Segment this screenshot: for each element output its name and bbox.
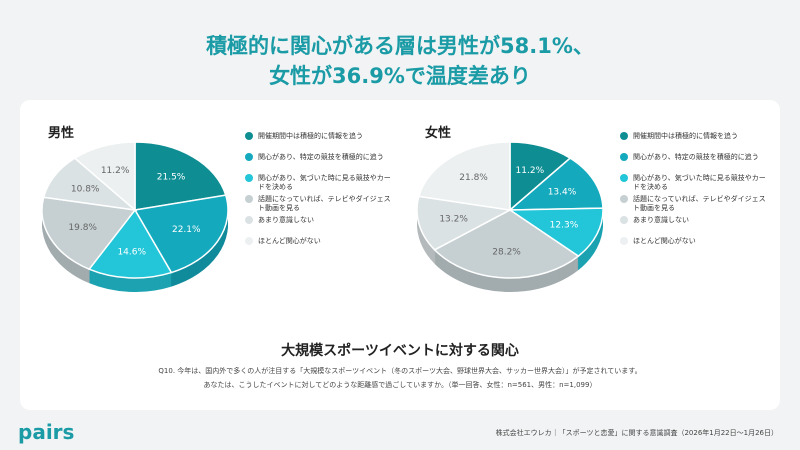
source: 株式会社エウレカ｜「スポーツと恋愛」に関する意識調査（2026年1月22日〜1月… <box>495 429 778 437</box>
data-label: 28.2% <box>492 248 521 258</box>
data-label: 12.3% <box>550 220 579 230</box>
data-label: 21.5% <box>157 173 186 183</box>
legend-swatch <box>620 195 628 203</box>
legend-swatch <box>620 132 628 140</box>
legend-item: 関心があり、気づいた時に見る競技やカードを決める <box>620 174 770 192</box>
title: 女性が36.9%で温度差あり <box>269 64 531 88</box>
chart-title: 女性 <box>425 126 452 141</box>
pie-slice <box>509 141 572 212</box>
legend-swatch <box>620 216 628 224</box>
pie-slice <box>41 196 137 271</box>
legend-swatch <box>245 153 253 161</box>
legend-item: あまり意識しない <box>620 216 770 234</box>
data-label: 13.4% <box>548 187 577 197</box>
data-label: 14.6% <box>117 248 146 258</box>
pie-slice <box>73 141 136 212</box>
pie-slice <box>416 195 513 251</box>
legend-label: 開催期間中は積極的に情報を追う <box>633 132 738 140</box>
legend-label: あまり意識しない <box>633 216 689 224</box>
legend-label: ほとんど関心がない <box>258 237 321 245</box>
legend-swatch <box>620 153 628 161</box>
logo: pairs <box>18 420 75 444</box>
legend-swatch <box>245 195 253 203</box>
data-label: 22.1% <box>172 225 201 235</box>
subtitle: 大規模スポーツイベントに対する関心 <box>281 343 519 359</box>
legend-item: 関心があり、特定の競技を積極的に追う <box>245 153 395 171</box>
legend-item: 関心があり、特定の競技を積極的に追う <box>620 153 770 171</box>
legend-label: 関心があり、気づいた時に見る競技やカードを決める <box>633 174 766 191</box>
legend-item: 話題になっていれば、テレビやダイジェスト動画を見る <box>245 195 395 213</box>
legend-item: ほとんど関心がない <box>620 237 770 255</box>
legend-item: あまり意識しない <box>245 216 395 234</box>
legend-item: 話題になっていれば、テレビやダイジェスト動画を見る <box>620 195 770 213</box>
data-label: 13.2% <box>439 214 468 224</box>
legend-swatch <box>245 216 253 224</box>
legend-swatch <box>620 237 628 245</box>
pie-slice <box>133 194 229 274</box>
legend: 開催期間中は積極的に情報を追う関心があり、特定の競技を積極的に追う関心があり、気… <box>245 132 395 258</box>
legend-swatch <box>245 132 253 140</box>
chart-title: 男性 <box>48 126 75 141</box>
data-label: 19.8% <box>68 223 97 233</box>
pie-slice <box>507 207 604 258</box>
data-label: 11.2% <box>101 166 130 176</box>
legend-item: ほとんど関心がない <box>245 237 395 255</box>
legend-item: 開催期間中は積極的に情報を追う <box>620 132 770 150</box>
legend-swatch <box>245 237 253 245</box>
title: 積極的に関心がある層は男性が58.1%、 <box>206 34 594 58</box>
pie-slice <box>417 141 511 211</box>
legend-item: 開催期間中は積極的に情報を追う <box>245 132 395 150</box>
question: Q10. 今年は、国内外で多くの人が注目する「大規模なスポーツイベント（冬のスポ… <box>158 367 642 375</box>
legend-swatch <box>620 174 628 182</box>
legend: 開催期間中は積極的に情報を追う関心があり、特定の競技を積極的に追う関心があり、気… <box>620 132 770 258</box>
data-label: 11.2% <box>516 166 545 176</box>
legend-swatch <box>245 174 253 182</box>
legend-label: あまり意識しない <box>258 216 314 224</box>
legend-label: ほとんど関心がない <box>633 237 696 245</box>
legend-label: 関心があり、特定の競技を積極的に追う <box>258 153 384 161</box>
legend-label: 関心があり、気づいた時に見る競技やカードを決める <box>258 174 391 191</box>
pie-slice <box>87 208 173 279</box>
legend-label: 話題になっていれば、テレビやダイジェスト動画を見る <box>258 195 391 212</box>
pie-slice <box>134 141 227 211</box>
data-label: 21.8% <box>459 173 488 183</box>
data-label: 10.8% <box>71 184 100 194</box>
question: あなたは、こうしたイベントに対してどのような距離感で過ごしていますか。（単一回答… <box>203 381 597 389</box>
legend-label: 開催期間中は積極的に情報を追う <box>258 132 363 140</box>
pie-slice <box>507 157 604 211</box>
legend-item: 関心があり、気づいた時に見る競技やカードを決める <box>245 174 395 192</box>
legend-label: 関心があり、特定の競技を積極的に追う <box>633 153 759 161</box>
legend-label: 話題になっていれば、テレビやダイジェスト動画を見る <box>633 195 766 212</box>
pie-slice <box>433 209 580 279</box>
